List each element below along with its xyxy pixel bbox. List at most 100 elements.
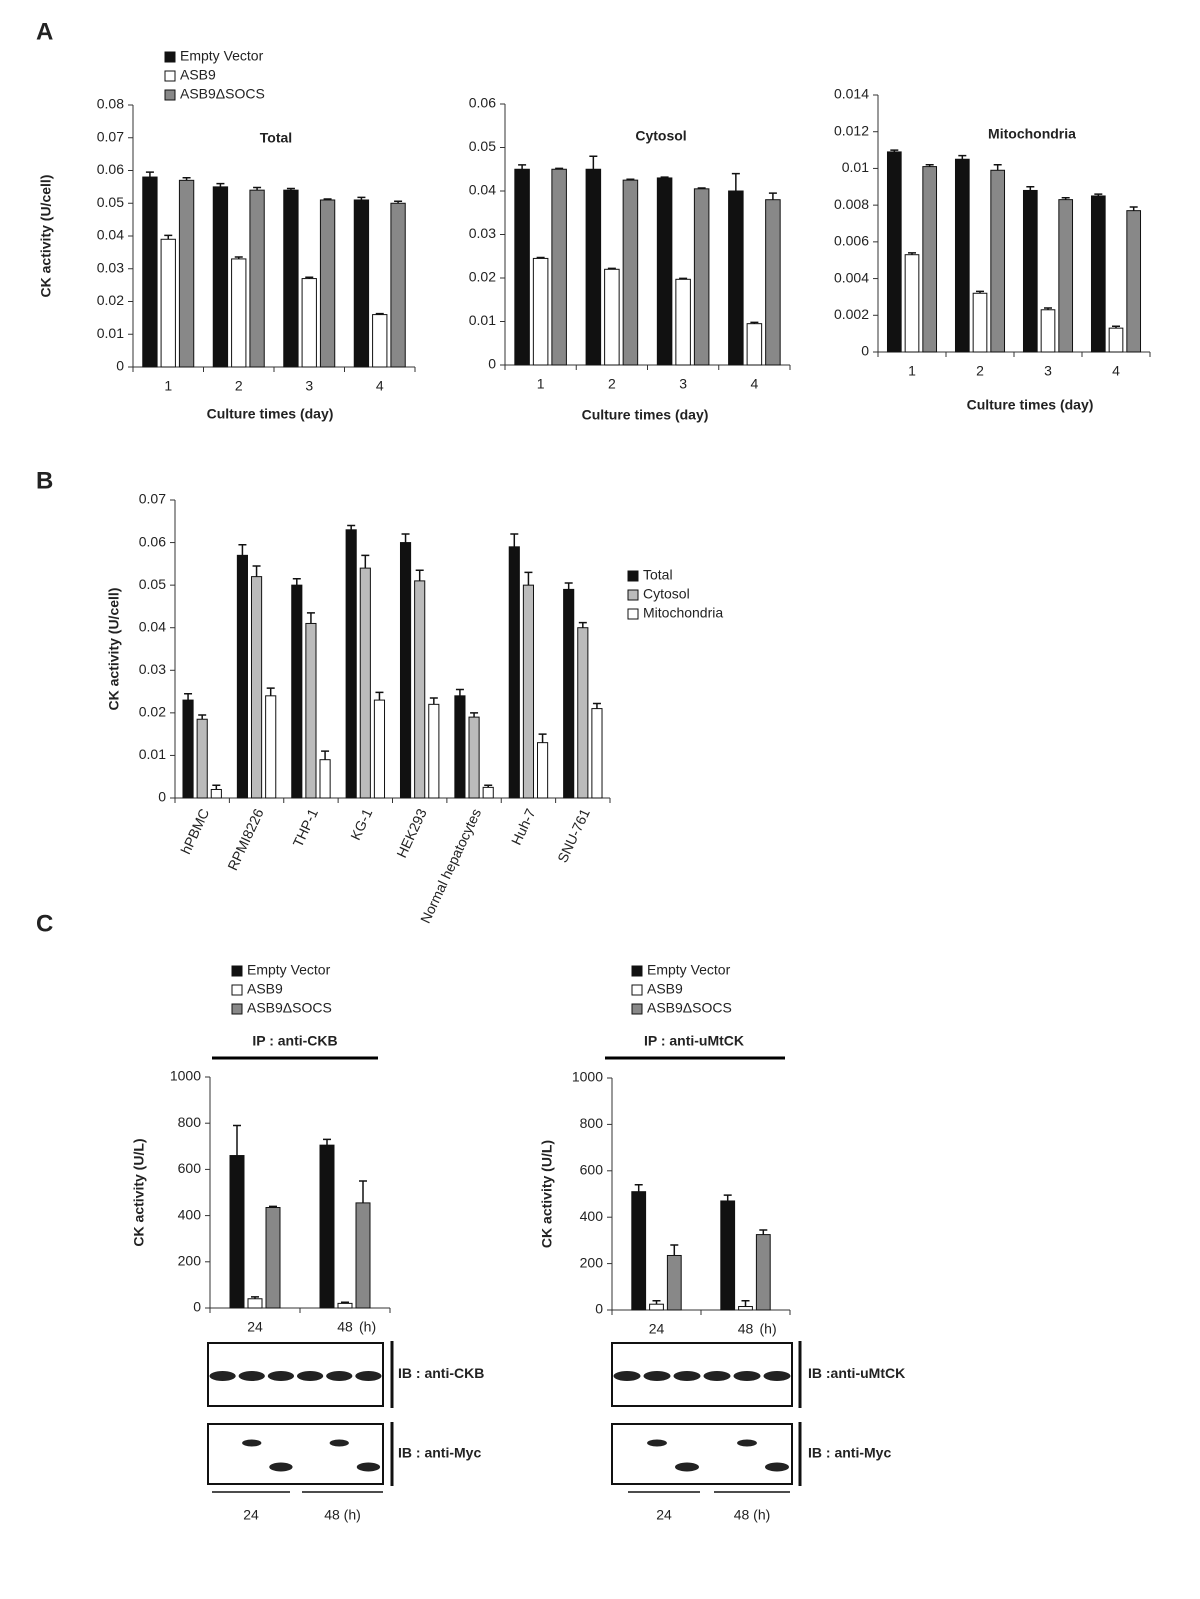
error-bar xyxy=(361,554,370,569)
lane-label: 24 xyxy=(243,1507,259,1523)
bar xyxy=(399,542,412,799)
band xyxy=(765,1462,789,1472)
band xyxy=(647,1439,667,1447)
error-bar xyxy=(375,312,384,315)
bar xyxy=(666,1254,682,1311)
blot xyxy=(207,1342,384,1407)
y-tick-label: 0.05 xyxy=(97,194,124,210)
x-tick-label: 4 xyxy=(750,376,758,392)
error-bar xyxy=(251,1296,259,1299)
legend-swatch xyxy=(627,570,639,582)
legend-label: ASB9ΔSOCS xyxy=(247,1000,332,1016)
bar xyxy=(250,576,263,799)
bar xyxy=(454,695,466,799)
error-bar xyxy=(341,1301,349,1304)
error-bar xyxy=(321,750,330,760)
bar xyxy=(428,703,440,799)
y-tick-label: 0.05 xyxy=(139,576,166,592)
legend-swatch xyxy=(231,984,243,996)
x-unit: (h) xyxy=(760,1321,777,1337)
error-bar xyxy=(578,621,587,628)
bar xyxy=(319,199,336,368)
blot-label: IB : anti-CKB xyxy=(398,1365,484,1381)
bar xyxy=(414,580,426,799)
error-bar xyxy=(233,1124,241,1156)
x-tick-label: hPBMC xyxy=(177,806,212,856)
band xyxy=(673,1371,701,1381)
error-bar xyxy=(429,697,438,705)
panel-label: A xyxy=(36,18,53,45)
bar xyxy=(337,1302,353,1309)
legend-swatch xyxy=(627,608,639,620)
bar xyxy=(1090,195,1106,353)
y-tick-label: 1000 xyxy=(572,1069,603,1085)
bar xyxy=(265,695,277,799)
blot-label: IB : anti-Myc xyxy=(808,1445,891,1461)
y-tick-label: 600 xyxy=(178,1160,202,1176)
error-bar xyxy=(375,691,384,701)
legend-label: ASB9 xyxy=(247,981,283,997)
legend-label: Empty Vector xyxy=(647,962,731,978)
error-bar xyxy=(269,1205,277,1208)
error-bar xyxy=(518,164,527,170)
error-bar xyxy=(564,582,573,590)
chart-title: Total xyxy=(260,130,292,146)
error-bar xyxy=(536,256,545,259)
y-tick-label: 0.03 xyxy=(139,661,166,677)
y-tick-label: 600 xyxy=(580,1162,604,1178)
error-bar xyxy=(1044,307,1052,310)
bar xyxy=(212,186,229,368)
legend-swatch xyxy=(231,1003,243,1015)
bar xyxy=(537,742,549,799)
legend-swatch xyxy=(631,1003,643,1015)
error-bar xyxy=(750,321,759,324)
error-bar xyxy=(484,784,493,788)
error-bar xyxy=(589,155,598,170)
y-tick-label: 1000 xyxy=(170,1068,201,1084)
chart-title: Mitochondria xyxy=(988,126,1076,142)
error-bar xyxy=(394,200,403,204)
error-bar xyxy=(455,688,464,696)
x-axis-title: Culture times (day) xyxy=(582,407,709,423)
bar xyxy=(372,314,388,368)
y-tick-label: 0.008 xyxy=(834,196,869,212)
bar xyxy=(160,238,176,368)
blot-label: IB :anti-uMtCK xyxy=(808,1365,905,1381)
error-bar xyxy=(216,182,225,187)
band xyxy=(703,1371,731,1381)
bar xyxy=(514,168,530,366)
bar xyxy=(649,1303,664,1311)
error-bar xyxy=(607,267,616,270)
error-bar xyxy=(212,784,221,790)
x-tick-label: 4 xyxy=(376,378,384,394)
error-bar xyxy=(626,178,635,181)
y-tick-label: 0.02 xyxy=(97,292,124,308)
bar xyxy=(373,699,386,799)
y-tick-label: 0.06 xyxy=(139,533,166,549)
bar xyxy=(904,254,920,353)
legend-label: Cytosol xyxy=(643,586,690,602)
error-bar xyxy=(890,149,899,152)
bar xyxy=(604,268,620,366)
x-axis-title: Culture times (day) xyxy=(967,397,1094,413)
band xyxy=(269,1462,293,1472)
legend-swatch xyxy=(627,589,639,601)
blot-label: IB : anti-Myc xyxy=(398,1445,481,1461)
legend-swatch xyxy=(164,70,176,82)
band xyxy=(209,1371,236,1381)
error-bar xyxy=(652,1299,661,1305)
error-bar xyxy=(357,196,366,200)
band xyxy=(643,1371,671,1381)
x-tick-label: SNU-761 xyxy=(554,806,593,865)
bar xyxy=(247,1298,263,1309)
error-bar xyxy=(305,276,314,279)
error-bar xyxy=(1026,186,1035,191)
y-tick-label: 0.04 xyxy=(469,182,496,198)
bar xyxy=(954,158,970,353)
lane-label: 48 (h) xyxy=(734,1507,771,1523)
error-bar xyxy=(1094,193,1103,196)
x-tick-label: 3 xyxy=(679,376,687,392)
bar xyxy=(755,1234,771,1311)
y-tick-label: 800 xyxy=(580,1115,604,1131)
